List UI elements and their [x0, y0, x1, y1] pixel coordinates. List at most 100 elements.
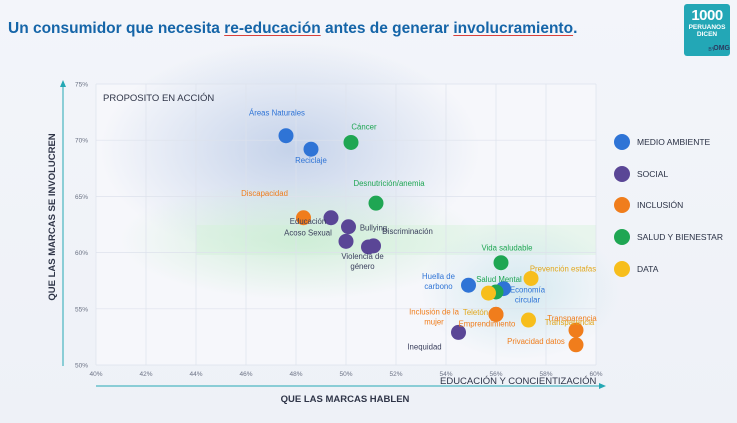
- legend-label: DATA: [637, 264, 659, 274]
- legend-label: MEDIO AMBIENTE: [637, 137, 711, 147]
- chart-title: PROPOSITO EN ACCIÓN: [103, 93, 214, 104]
- x-tick-label: 56%: [489, 371, 502, 378]
- legend-item: SALUD Y BIENESTAR: [614, 229, 737, 249]
- point-label: Discriminación: [382, 227, 433, 236]
- x-tick-label: 58%: [539, 371, 552, 378]
- glow-highlight-2: [120, 180, 480, 300]
- point-label: Discapacidad: [241, 189, 288, 198]
- logo-text: PERUANOS DICEN: [684, 24, 730, 38]
- point-label-line: Economía: [510, 286, 546, 295]
- legend-label: SOCIAL: [637, 169, 669, 179]
- y-axis-arrowhead: [60, 80, 66, 87]
- data-point: [568, 337, 584, 353]
- logo-brand: OMG: [713, 45, 730, 52]
- point-label: Inclusión de la mujer: [409, 307, 460, 326]
- legend-swatch: [614, 261, 630, 277]
- data-point: [366, 238, 381, 254]
- point-label: Vida saludable: [481, 244, 532, 253]
- data-points: [278, 128, 584, 353]
- point-label: Transparencia: [545, 318, 595, 327]
- headline-text-1: Un consumidor que necesita: [8, 20, 225, 37]
- headline-text-4: involucramiento: [453, 20, 574, 37]
- point-labels: Áreas Naturales Reciclaje Huella de carbono…: [241, 109, 597, 352]
- point-label: Prevención estafas: [530, 264, 596, 273]
- logo-line-1: PERUANOS: [688, 24, 726, 31]
- x-tick-label: 52%: [389, 371, 402, 378]
- data-point: [493, 255, 509, 271]
- glow-highlight-3: [420, 220, 620, 360]
- point-label: Violencia de género: [341, 252, 383, 271]
- x-tick-label: 44%: [189, 371, 202, 378]
- data-point: [481, 285, 496, 301]
- x-tick-label: 60%: [589, 371, 602, 378]
- point-label: Salud Mental: [476, 275, 522, 284]
- data-point: [323, 210, 339, 226]
- data-point: [521, 312, 536, 328]
- data-point: [523, 270, 539, 286]
- logo-line-2: DICEN: [696, 31, 718, 38]
- legend-label: SALUD Y BIENESTAR: [637, 232, 723, 242]
- point-label: Emprendimiento: [459, 319, 516, 328]
- headline-text-5: .: [573, 20, 578, 37]
- data-point: [278, 128, 294, 144]
- legend-item: SOCIAL: [614, 166, 737, 186]
- logo-by: BY: [708, 47, 715, 53]
- legend-item: DATA: [614, 261, 737, 281]
- point-label: Huella de carbono: [422, 272, 455, 291]
- point-label-line: Violencia de: [341, 252, 383, 261]
- point-label: Áreas Naturales: [249, 109, 305, 118]
- legend-swatch: [614, 197, 630, 213]
- legend-label: INCLUSIÓN: [637, 200, 684, 210]
- logo-number: 1000: [691, 7, 723, 24]
- point-label: Bullying: [360, 224, 387, 233]
- brand-logo: 1000 PERUANOS DICEN BY OMG: [684, 4, 730, 56]
- data-point: [368, 195, 384, 211]
- y-tick-label: 75%: [75, 82, 88, 89]
- legend-swatch: [614, 134, 630, 150]
- y-tick-label: 50%: [75, 363, 88, 370]
- point-label: Privacidad datos: [507, 337, 565, 346]
- point-label: Transparencia: [547, 314, 597, 323]
- data-point: [568, 322, 584, 338]
- data-point: [461, 277, 476, 293]
- point-label-line: circular: [515, 296, 541, 305]
- data-point: [338, 233, 354, 249]
- data-point: [488, 306, 504, 322]
- point-label: Educación: [290, 217, 326, 226]
- y-axis-label: QUE LAS MARCAS SE INVOLUCREN: [47, 133, 58, 300]
- grid: [95, 83, 597, 366]
- x-tick-label: 48%: [289, 371, 302, 378]
- x-tick-label: 46%: [239, 371, 252, 378]
- data-point: [303, 141, 319, 157]
- tick-labels: 40% 42% 44% 46% 48% 50% 52% 54% 56% 58% 60% 50% 55% 6…: [75, 82, 603, 379]
- point-label: Desnutrición/anemia: [353, 179, 425, 188]
- y-tick-label: 65%: [75, 194, 88, 201]
- legend-item: INCLUSIÓN: [614, 197, 737, 217]
- data-point: [343, 134, 359, 150]
- point-label: Reciclaje: [295, 156, 327, 165]
- y-tick-label: 70%: [75, 138, 88, 145]
- x-tick-label: 40%: [89, 371, 102, 378]
- y-tick-label: 55%: [75, 306, 88, 313]
- point-label-line: carbono: [424, 282, 453, 291]
- y-tick-label: 60%: [75, 250, 88, 257]
- point-label: Teletón: [463, 308, 488, 317]
- data-point: [296, 210, 311, 226]
- point-label: Inequidad: [407, 342, 441, 351]
- data-point: [451, 324, 466, 340]
- x-axis-label: QUE LAS MARCAS HABLEN: [281, 394, 410, 405]
- x-tick-label: 50%: [339, 371, 352, 378]
- point-label-line: mujer: [424, 317, 444, 326]
- headline-text-3: antes de generar: [320, 20, 454, 37]
- headline-text-2: re-educación: [224, 20, 321, 37]
- point-label: Cáncer: [351, 122, 377, 131]
- legend-item: MEDIO AMBIENTE: [614, 134, 737, 154]
- point-label-line: Huella de: [422, 272, 455, 281]
- x-axis-arrowhead: [599, 383, 606, 389]
- point-label: Acoso Sexual: [284, 228, 332, 237]
- x-tick-label: 54%: [439, 371, 452, 378]
- point-label-line: Inclusión de la: [409, 307, 460, 316]
- legend-swatch: [614, 229, 630, 245]
